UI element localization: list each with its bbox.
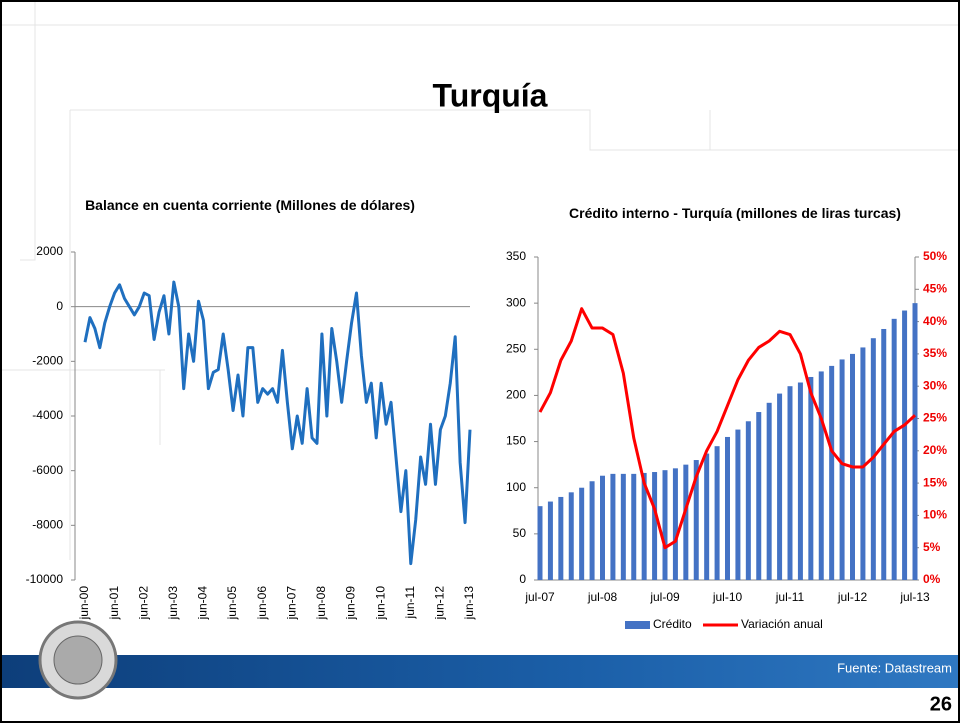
y-tick-label: -10000	[26, 572, 64, 586]
y2-tick-label: 20%	[923, 443, 947, 457]
bar	[600, 475, 605, 580]
bar	[808, 376, 814, 580]
slide-title: Turquía	[433, 77, 548, 113]
y-tick-label: 150	[506, 434, 526, 448]
x-tick-label: jun-00	[77, 586, 91, 621]
data-line	[538, 307, 917, 550]
bar	[662, 470, 668, 580]
x-tick-label: jul-12	[837, 590, 868, 604]
y-tick-label: -2000	[32, 354, 63, 368]
bar	[641, 472, 647, 580]
y-tick-label: -6000	[32, 463, 63, 477]
y-tick-label: 0	[519, 572, 526, 586]
y2-tick-label: 5%	[923, 540, 941, 554]
bar	[756, 412, 762, 580]
bar	[537, 506, 543, 580]
data-line	[83, 280, 472, 566]
y2-tick-label: 0%	[923, 572, 941, 586]
y-tick-label: 2000	[36, 244, 63, 258]
x-tick-label: jun-12	[433, 586, 447, 621]
y-tick-label: 50	[513, 526, 527, 540]
y2-tick-label: 40%	[923, 314, 947, 328]
x-tick-label: jun-07	[284, 586, 298, 621]
bar	[652, 472, 658, 580]
y-tick-label: 250	[506, 341, 526, 355]
x-tick-label: jul-07	[524, 590, 555, 604]
y-tick-label: 0	[56, 299, 63, 313]
bar	[610, 473, 616, 580]
bar	[683, 464, 689, 580]
y2-tick-label: 25%	[923, 411, 947, 425]
y2-tick-label: 45%	[923, 281, 947, 295]
x-tick-label: jul-08	[587, 590, 618, 604]
x-tick-label: jul-13	[899, 590, 930, 604]
y2-tick-label: 50%	[923, 249, 947, 263]
legend-label: Variación anual	[741, 617, 823, 631]
chart-title: Balance en cuenta corriente (Millones de…	[85, 197, 415, 213]
x-tick-label: jul-09	[649, 590, 680, 604]
bar	[787, 386, 793, 580]
bar	[589, 481, 595, 580]
decoration	[0, 0, 960, 560]
bar	[839, 359, 845, 580]
bar	[579, 487, 585, 580]
bar	[797, 382, 803, 580]
footer-band	[0, 655, 960, 688]
x-tick-label: jun-04	[196, 586, 210, 621]
bar	[620, 473, 626, 580]
chart-title: Crédito interno - Turquía (millones de l…	[569, 205, 901, 221]
bar	[725, 436, 730, 580]
bar	[829, 365, 835, 580]
bar	[891, 318, 897, 580]
bar	[766, 402, 772, 580]
x-tick-label: jun-10	[373, 586, 387, 621]
y2-tick-label: 15%	[923, 475, 947, 489]
y-tick-label: 300	[506, 295, 526, 309]
source: Fuente: Datastream	[837, 660, 952, 675]
legend-label: Crédito	[653, 617, 692, 631]
x-tick-label: jun-06	[255, 586, 269, 621]
bar	[735, 429, 741, 580]
x-tick-label: jun-05	[225, 586, 239, 621]
bar	[693, 460, 699, 580]
x-tick-label: jun-02	[136, 586, 150, 621]
bar	[860, 347, 866, 580]
bar	[631, 473, 637, 580]
x-tick-label: jun-13	[462, 586, 476, 621]
logo-inner	[53, 635, 103, 685]
x-tick-label: jun-08	[314, 586, 328, 621]
y2-tick-label: 10%	[923, 508, 947, 522]
legend-swatch	[625, 621, 650, 629]
bar	[745, 421, 751, 580]
x-tick-label: jun-01	[107, 586, 121, 621]
bar	[912, 303, 918, 580]
x-tick-label: jun-09	[344, 586, 358, 621]
x-tick-label: jun-03	[166, 586, 180, 621]
y-tick-label: -4000	[32, 408, 63, 422]
bar	[881, 328, 887, 580]
y-tick-label: 100	[506, 480, 526, 494]
x-tick-label: jul-10	[712, 590, 743, 604]
bar	[902, 310, 908, 580]
y-tick-label: 200	[506, 388, 526, 402]
y-tick-label: 350	[506, 249, 526, 263]
bar	[818, 371, 824, 580]
bar	[777, 393, 783, 580]
x-tick-label: jul-11	[775, 590, 805, 604]
y-tick-label: -8000	[32, 518, 63, 532]
bar	[547, 501, 553, 580]
bar	[714, 446, 720, 580]
y2-tick-label: 35%	[923, 346, 947, 360]
x-tick-label: jun-11	[403, 586, 417, 620]
bar	[558, 496, 564, 580]
bar	[704, 453, 710, 580]
y2-tick-label: 30%	[923, 378, 947, 392]
bar	[568, 492, 574, 580]
page-number: 26	[930, 693, 952, 715]
bar	[672, 468, 678, 580]
